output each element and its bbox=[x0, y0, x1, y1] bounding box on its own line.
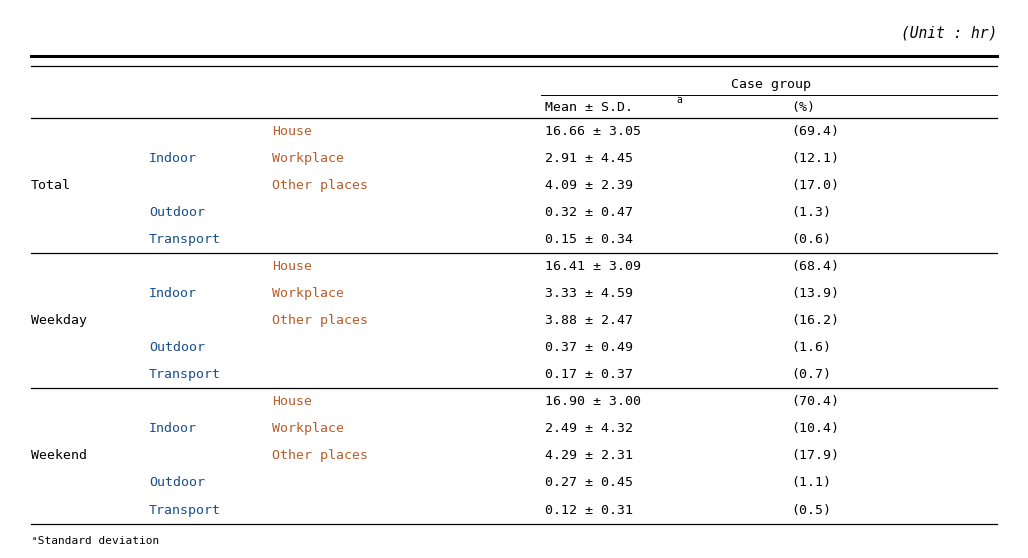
Text: (Unit : hr): (Unit : hr) bbox=[901, 26, 997, 41]
Text: (16.2): (16.2) bbox=[792, 314, 840, 327]
Text: 0.32 ± 0.47: 0.32 ± 0.47 bbox=[545, 206, 633, 219]
Text: 0.15 ± 0.34: 0.15 ± 0.34 bbox=[545, 233, 633, 246]
Text: Outdoor: Outdoor bbox=[149, 477, 205, 489]
Text: 0.27 ± 0.45: 0.27 ± 0.45 bbox=[545, 477, 633, 489]
Text: House: House bbox=[272, 395, 313, 408]
Text: 3.33 ± 4.59: 3.33 ± 4.59 bbox=[545, 287, 633, 300]
Text: (1.6): (1.6) bbox=[792, 341, 832, 354]
Text: Mean ± S.D.: Mean ± S.D. bbox=[545, 100, 633, 114]
Text: ᵃStandard deviation: ᵃStandard deviation bbox=[31, 536, 159, 546]
Text: Outdoor: Outdoor bbox=[149, 206, 205, 219]
Text: 16.90 ± 3.00: 16.90 ± 3.00 bbox=[545, 395, 640, 408]
Text: Indoor: Indoor bbox=[149, 287, 197, 300]
Text: (13.9): (13.9) bbox=[792, 287, 840, 300]
Text: 0.37 ± 0.49: 0.37 ± 0.49 bbox=[545, 341, 633, 354]
Text: Outdoor: Outdoor bbox=[149, 341, 205, 354]
Text: Indoor: Indoor bbox=[149, 422, 197, 435]
Text: Transport: Transport bbox=[149, 503, 221, 517]
Text: (1.1): (1.1) bbox=[792, 477, 832, 489]
Text: Case group: Case group bbox=[731, 78, 811, 92]
Text: (0.6): (0.6) bbox=[792, 233, 832, 246]
Text: Other places: Other places bbox=[272, 449, 368, 463]
Text: Transport: Transport bbox=[149, 368, 221, 381]
Text: (0.7): (0.7) bbox=[792, 368, 832, 381]
Text: (68.4): (68.4) bbox=[792, 260, 840, 273]
Text: 2.49 ± 4.32: 2.49 ± 4.32 bbox=[545, 422, 633, 435]
Text: (70.4): (70.4) bbox=[792, 395, 840, 408]
Text: Workplace: Workplace bbox=[272, 287, 344, 300]
Text: (%): (%) bbox=[792, 100, 815, 114]
Text: (17.0): (17.0) bbox=[792, 179, 840, 192]
Text: Workplace: Workplace bbox=[272, 422, 344, 435]
Text: 3.88 ± 2.47: 3.88 ± 2.47 bbox=[545, 314, 633, 327]
Text: 4.09 ± 2.39: 4.09 ± 2.39 bbox=[545, 179, 633, 192]
Text: Transport: Transport bbox=[149, 233, 221, 246]
Text: 4.29 ± 2.31: 4.29 ± 2.31 bbox=[545, 449, 633, 463]
Text: Indoor: Indoor bbox=[149, 152, 197, 165]
Text: (1.3): (1.3) bbox=[792, 206, 832, 219]
Text: 0.12 ± 0.31: 0.12 ± 0.31 bbox=[545, 503, 633, 517]
Text: (10.4): (10.4) bbox=[792, 422, 840, 435]
Text: Other places: Other places bbox=[272, 314, 368, 327]
Text: (12.1): (12.1) bbox=[792, 152, 840, 165]
Text: 2.91 ± 4.45: 2.91 ± 4.45 bbox=[545, 152, 633, 165]
Text: a: a bbox=[676, 95, 683, 105]
Text: Total: Total bbox=[31, 179, 71, 192]
Text: (69.4): (69.4) bbox=[792, 124, 840, 138]
Text: Weekday: Weekday bbox=[31, 314, 86, 327]
Text: 16.41 ± 3.09: 16.41 ± 3.09 bbox=[545, 260, 640, 273]
Text: Workplace: Workplace bbox=[272, 152, 344, 165]
Text: (17.9): (17.9) bbox=[792, 449, 840, 463]
Text: Other places: Other places bbox=[272, 179, 368, 192]
Text: 0.17 ± 0.37: 0.17 ± 0.37 bbox=[545, 368, 633, 381]
Text: House: House bbox=[272, 124, 313, 138]
Text: 16.66 ± 3.05: 16.66 ± 3.05 bbox=[545, 124, 640, 138]
Text: Weekend: Weekend bbox=[31, 449, 86, 463]
Text: (0.5): (0.5) bbox=[792, 503, 832, 517]
Text: House: House bbox=[272, 260, 313, 273]
